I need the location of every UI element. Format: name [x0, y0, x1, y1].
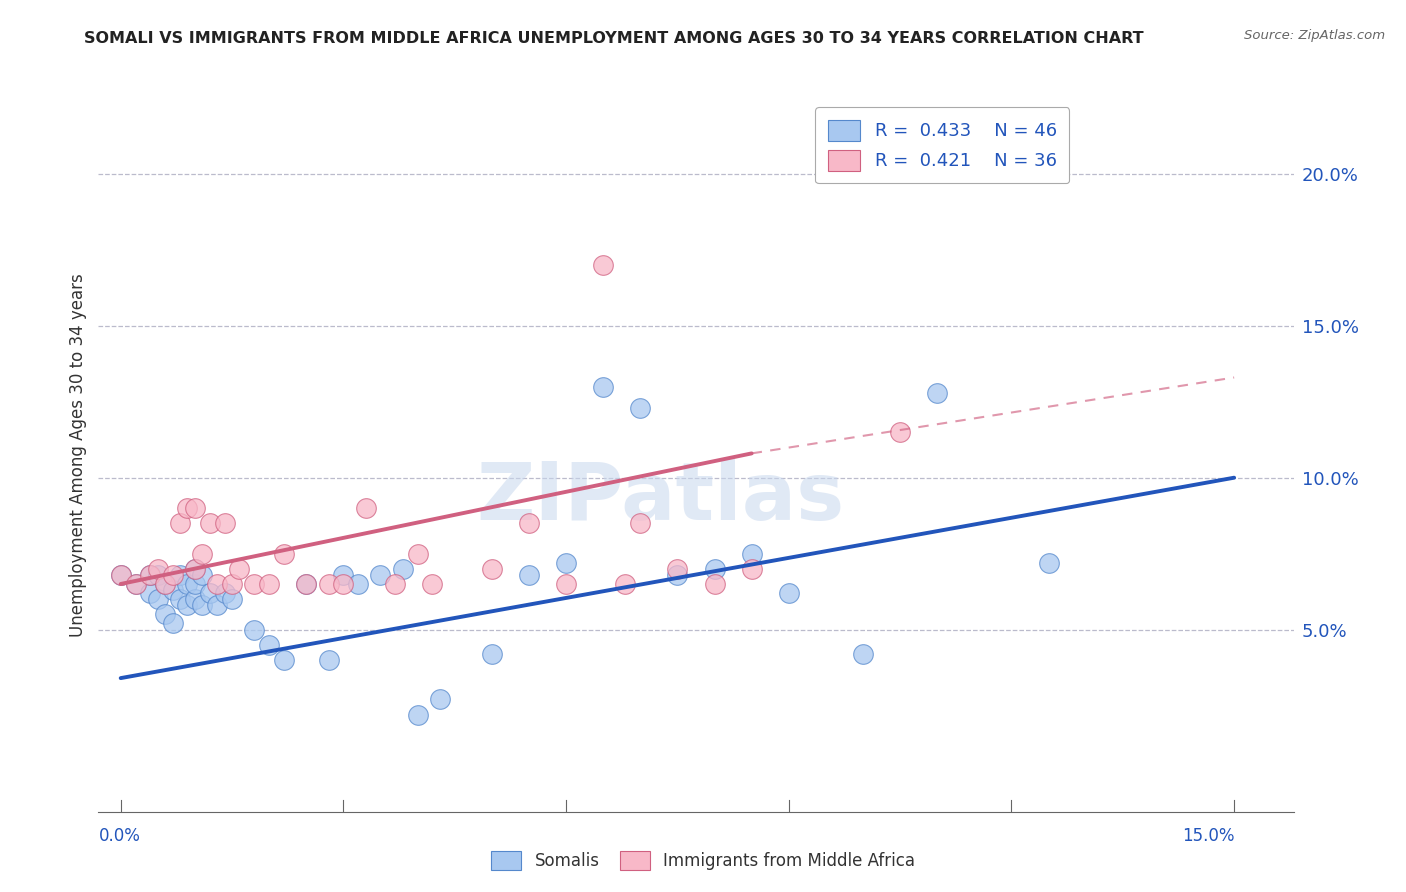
Point: [257, 638, 280, 652]
Y-axis label: Unemployment Among Ages 30 to 34 years: Unemployment Among Ages 30 to 34 years: [69, 273, 87, 637]
Point: [927, 385, 949, 400]
Point: [295, 577, 318, 591]
Point: [162, 567, 184, 582]
Point: [176, 599, 198, 613]
Point: [481, 562, 503, 576]
Point: [221, 577, 243, 591]
Point: [481, 647, 503, 661]
Point: [517, 567, 540, 582]
Point: [1038, 556, 1060, 570]
Point: [191, 567, 214, 582]
Point: [703, 562, 725, 576]
Point: [628, 516, 651, 531]
Point: [889, 425, 911, 439]
Legend: R =  0.433    N = 46, R =  0.421    N = 36: R = 0.433 N = 46, R = 0.421 N = 36: [815, 107, 1070, 183]
Point: [221, 592, 243, 607]
Point: [184, 562, 207, 576]
Point: [555, 577, 578, 591]
Point: [852, 647, 875, 661]
Point: [370, 567, 392, 582]
Point: [257, 577, 280, 591]
Point: [155, 577, 177, 591]
Point: [391, 562, 413, 576]
Point: [228, 562, 250, 576]
Point: [139, 586, 162, 600]
Text: 15.0%: 15.0%: [1181, 828, 1234, 846]
Point: [384, 577, 406, 591]
Point: [406, 547, 429, 561]
Point: [741, 547, 763, 561]
Point: [318, 653, 340, 667]
Point: [422, 577, 444, 591]
Legend: Somalis, Immigrants from Middle Africa: Somalis, Immigrants from Middle Africa: [485, 844, 921, 877]
Point: [139, 567, 162, 582]
Point: [184, 592, 207, 607]
Point: [191, 547, 214, 561]
Point: [184, 562, 207, 576]
Point: [124, 577, 146, 591]
Point: [347, 577, 370, 591]
Point: [332, 567, 354, 582]
Point: [273, 653, 295, 667]
Point: [155, 607, 177, 622]
Point: [318, 577, 340, 591]
Point: [243, 577, 266, 591]
Point: [614, 577, 637, 591]
Point: [555, 556, 578, 570]
Text: SOMALI VS IMMIGRANTS FROM MIDDLE AFRICA UNEMPLOYMENT AMONG AGES 30 TO 34 YEARS C: SOMALI VS IMMIGRANTS FROM MIDDLE AFRICA …: [84, 31, 1144, 46]
Point: [273, 547, 295, 561]
Point: [110, 567, 132, 582]
Point: [354, 501, 377, 516]
Point: [205, 577, 228, 591]
Point: [146, 567, 169, 582]
Point: [741, 562, 763, 576]
Point: [110, 567, 132, 582]
Point: [778, 586, 800, 600]
Point: [184, 501, 207, 516]
Point: [176, 577, 198, 591]
Point: [169, 516, 191, 531]
Point: [169, 592, 191, 607]
Point: [205, 599, 228, 613]
Point: [198, 516, 221, 531]
Point: [146, 562, 169, 576]
Point: [243, 623, 266, 637]
Point: [169, 567, 191, 582]
Point: [592, 258, 614, 272]
Point: [198, 586, 221, 600]
Point: [517, 516, 540, 531]
Point: [191, 599, 214, 613]
Text: ZIPatlas: ZIPatlas: [477, 458, 844, 537]
Point: [592, 379, 614, 393]
Point: [214, 516, 236, 531]
Point: [429, 692, 451, 706]
Text: Source: ZipAtlas.com: Source: ZipAtlas.com: [1244, 29, 1385, 42]
Point: [139, 567, 162, 582]
Point: [124, 577, 146, 591]
Point: [184, 577, 207, 591]
Point: [176, 501, 198, 516]
Point: [155, 577, 177, 591]
Point: [295, 577, 318, 591]
Point: [406, 707, 429, 722]
Point: [162, 616, 184, 631]
Point: [162, 582, 184, 597]
Point: [703, 577, 725, 591]
Point: [332, 577, 354, 591]
Point: [666, 567, 689, 582]
Point: [628, 401, 651, 415]
Text: 0.0%: 0.0%: [98, 828, 141, 846]
Point: [214, 586, 236, 600]
Point: [146, 592, 169, 607]
Point: [666, 562, 689, 576]
